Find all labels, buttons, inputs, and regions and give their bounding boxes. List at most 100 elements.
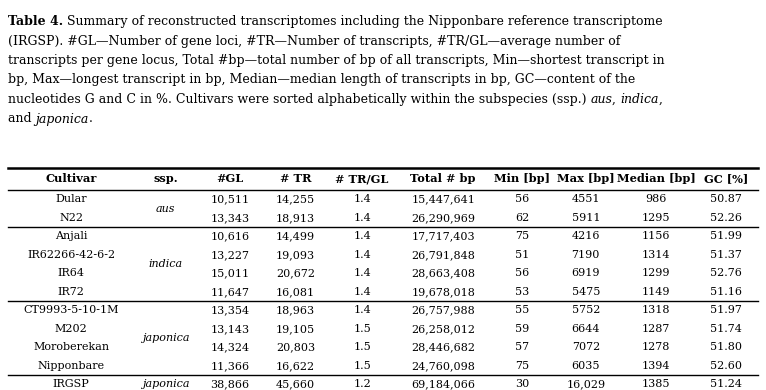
- Text: 7072: 7072: [571, 342, 600, 352]
- Text: 52.26: 52.26: [710, 213, 742, 223]
- Text: 51.16: 51.16: [710, 287, 742, 297]
- Text: 75: 75: [515, 231, 529, 241]
- Text: 1.2: 1.2: [353, 379, 371, 389]
- Text: japonica: japonica: [36, 112, 89, 126]
- Text: 5752: 5752: [571, 305, 600, 315]
- Text: 45,660: 45,660: [276, 379, 315, 389]
- Text: 1.4: 1.4: [353, 305, 371, 315]
- Text: 56: 56: [515, 268, 529, 278]
- Text: 30: 30: [515, 379, 529, 389]
- Text: ssp.: ssp.: [153, 174, 178, 184]
- Text: 16,081: 16,081: [276, 287, 315, 297]
- Text: 1299: 1299: [642, 268, 670, 278]
- Text: 15,011: 15,011: [211, 268, 250, 278]
- Text: 18,913: 18,913: [276, 213, 315, 223]
- Text: N22: N22: [59, 213, 83, 223]
- Text: Nipponbare: Nipponbare: [38, 361, 105, 371]
- Text: 50.87: 50.87: [710, 194, 742, 204]
- Text: 51.99: 51.99: [710, 231, 742, 241]
- Text: 7190: 7190: [571, 250, 600, 260]
- Text: 1295: 1295: [642, 213, 670, 223]
- Text: 6035: 6035: [571, 361, 600, 371]
- Text: 1156: 1156: [642, 231, 670, 241]
- Text: 51.24: 51.24: [710, 379, 742, 389]
- Text: # TR/GL: # TR/GL: [336, 174, 389, 184]
- Text: # TR: # TR: [280, 174, 311, 184]
- Text: 1.5: 1.5: [353, 342, 371, 352]
- Text: IR62266-42-6-2: IR62266-42-6-2: [27, 250, 116, 260]
- Text: 28,663,408: 28,663,408: [411, 268, 475, 278]
- Text: 51.37: 51.37: [710, 250, 742, 260]
- Text: 56: 56: [515, 194, 529, 204]
- Text: 18,963: 18,963: [276, 305, 315, 315]
- Text: 19,105: 19,105: [276, 324, 315, 334]
- Text: 55: 55: [515, 305, 529, 315]
- Text: 26,791,848: 26,791,848: [411, 250, 475, 260]
- Text: 62: 62: [515, 213, 529, 223]
- Text: M202: M202: [55, 324, 87, 334]
- Text: 1149: 1149: [642, 287, 670, 297]
- Text: 17,717,403: 17,717,403: [411, 231, 475, 241]
- Text: 1314: 1314: [642, 250, 670, 260]
- Text: 14,499: 14,499: [276, 231, 315, 241]
- Text: IRGSP: IRGSP: [53, 379, 90, 389]
- Text: 986: 986: [645, 194, 666, 204]
- Text: 1.4: 1.4: [353, 250, 371, 260]
- Text: japonica: japonica: [142, 333, 190, 343]
- Text: 1.5: 1.5: [353, 361, 371, 371]
- Text: 13,354: 13,354: [211, 305, 250, 315]
- Text: Table 4.: Table 4.: [8, 15, 63, 28]
- Text: 69,184,066: 69,184,066: [411, 379, 475, 389]
- Text: 20,803: 20,803: [276, 342, 315, 352]
- Text: ,: ,: [659, 93, 663, 106]
- Text: (IRGSP). #GL—Number of gene loci, #TR—Number of transcripts, #TR/GL—average numb: (IRGSP). #GL—Number of gene loci, #TR—Nu…: [8, 34, 620, 48]
- Text: 51.97: 51.97: [710, 305, 742, 315]
- Text: 10,616: 10,616: [211, 231, 250, 241]
- Text: transcripts per gene locus, Total #bp—total number of bp of all transcripts, Min: transcripts per gene locus, Total #bp—to…: [8, 54, 665, 67]
- Text: 15,447,641: 15,447,641: [411, 194, 475, 204]
- Text: 51: 51: [515, 250, 529, 260]
- Text: 1.5: 1.5: [353, 324, 371, 334]
- Text: 1287: 1287: [642, 324, 670, 334]
- Text: 1278: 1278: [642, 342, 670, 352]
- Text: and: and: [8, 112, 36, 126]
- Text: GC [%]: GC [%]: [704, 174, 748, 184]
- Text: 51.74: 51.74: [710, 324, 742, 334]
- Text: 26,258,012: 26,258,012: [411, 324, 475, 334]
- Text: 13,227: 13,227: [211, 250, 250, 260]
- Text: 16,029: 16,029: [566, 379, 605, 389]
- Text: 1.4: 1.4: [353, 287, 371, 297]
- Text: 5475: 5475: [571, 287, 600, 297]
- Text: ,: ,: [612, 93, 620, 106]
- Text: 1385: 1385: [642, 379, 670, 389]
- Text: IR64: IR64: [57, 268, 85, 278]
- Text: 14,324: 14,324: [211, 342, 250, 352]
- Text: Max [bp]: Max [bp]: [557, 174, 614, 184]
- Text: .: .: [89, 112, 93, 126]
- Text: #GL: #GL: [216, 174, 244, 184]
- Text: indica: indica: [149, 259, 183, 269]
- Text: 1.4: 1.4: [353, 268, 371, 278]
- Text: bp, Max—longest transcript in bp, Median—median length of transcripts in bp, GC—: bp, Max—longest transcript in bp, Median…: [8, 73, 635, 87]
- Text: nucleotides G and C in %. Cultivars were sorted alphabetically within the subspe: nucleotides G and C in %. Cultivars were…: [8, 93, 591, 106]
- Text: 4551: 4551: [571, 194, 600, 204]
- Text: 13,143: 13,143: [211, 324, 250, 334]
- Text: Summary of reconstructed transcriptomes including the Nipponbare reference trans: Summary of reconstructed transcriptomes …: [63, 15, 663, 28]
- Text: 24,760,098: 24,760,098: [411, 361, 475, 371]
- Text: Median [bp]: Median [bp]: [617, 174, 696, 184]
- Text: 1.4: 1.4: [353, 213, 371, 223]
- Text: Total # bp: Total # bp: [411, 174, 476, 184]
- Text: japonica: japonica: [142, 379, 190, 389]
- Text: Anjali: Anjali: [55, 231, 87, 241]
- Text: 38,866: 38,866: [211, 379, 250, 389]
- Text: 10,511: 10,511: [211, 194, 250, 204]
- Text: IR72: IR72: [57, 287, 85, 297]
- Text: 11,366: 11,366: [211, 361, 250, 371]
- Text: 6919: 6919: [571, 268, 600, 278]
- Text: Dular: Dular: [55, 194, 87, 204]
- Text: 1394: 1394: [642, 361, 670, 371]
- Text: 52.76: 52.76: [710, 268, 742, 278]
- Text: 1.4: 1.4: [353, 194, 371, 204]
- Text: 51.80: 51.80: [710, 342, 742, 352]
- Text: 19,678,018: 19,678,018: [411, 287, 475, 297]
